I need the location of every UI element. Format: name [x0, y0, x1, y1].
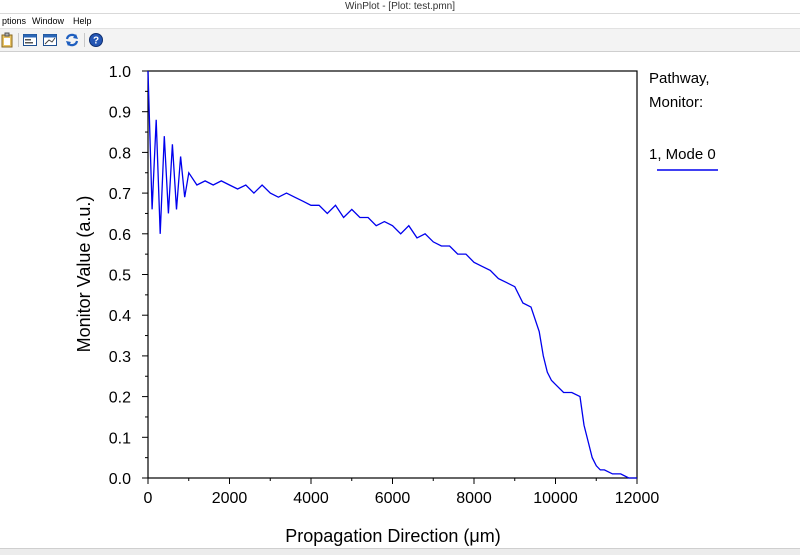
menu-bar: ptions Window Help — [0, 14, 800, 29]
legend-entry-label: 1, Mode 0 — [649, 146, 716, 163]
menu-item-window[interactable]: Window — [32, 16, 65, 26]
toolbar-separator — [84, 33, 85, 47]
x-axis-ticks: 0 2000 4000 6000 8000 10000 12000 — [144, 478, 660, 507]
x-tick-label: 8000 — [456, 490, 492, 507]
y-axis-ticks: 0.0 0.1 0.2 0.3 0.4 0.5 0.6 0.7 0.8 0.9 1.0 — [109, 64, 148, 488]
y-tick-label: 0.6 — [109, 227, 131, 244]
window-icon[interactable] — [22, 32, 38, 48]
series-line-1-mode-0 — [147, 70, 637, 479]
y-tick-label: 0.8 — [109, 145, 131, 162]
plot-area: 0.0 0.1 0.2 0.3 0.4 0.5 0.6 0.7 0.8 0.9 1.0 0 2000 4… — [74, 64, 718, 546]
help-icon[interactable]: ? — [88, 32, 104, 48]
svg-text:?: ? — [93, 36, 99, 47]
x-tick-label: 2000 — [212, 490, 248, 507]
y-axis-label: Monitor Value (a.u.) — [74, 196, 94, 353]
y-tick-label: 0.7 — [109, 186, 131, 203]
y-tick-label: 0.9 — [109, 105, 131, 122]
toolbar: ? — [0, 29, 800, 52]
x-tick-label: 12000 — [615, 490, 660, 507]
status-bar — [0, 548, 800, 555]
menu-item-options[interactable]: ptions — [2, 16, 27, 26]
menu-item-help[interactable]: Help — [73, 16, 92, 26]
x-tick-label: 0 — [144, 490, 153, 507]
y-tick-label: 0.0 — [109, 471, 131, 488]
x-tick-label: 10000 — [533, 490, 578, 507]
legend-heading-line2: Monitor: — [649, 94, 703, 111]
x-tick-label: 4000 — [293, 490, 329, 507]
clipboard-icon[interactable] — [0, 32, 16, 48]
plot-axes — [147, 70, 638, 479]
y-tick-label: 0.2 — [109, 390, 131, 407]
x-axis-label: Propagation Direction (μm) — [285, 526, 500, 546]
toolbar-separator — [18, 33, 19, 47]
x-tick-label: 6000 — [375, 490, 411, 507]
y-tick-label: 0.1 — [109, 430, 131, 447]
zoom-window-icon[interactable] — [42, 32, 58, 48]
legend-heading-line1: Pathway, — [649, 70, 710, 87]
y-tick-label: 0.5 — [109, 268, 131, 285]
title-bar: WinPlot - [Plot: test.pmn] — [0, 0, 800, 14]
refresh-icon[interactable] — [64, 32, 80, 48]
y-tick-label: 0.3 — [109, 349, 131, 366]
y-tick-label: 1.0 — [109, 64, 131, 81]
y-tick-label: 0.4 — [109, 308, 131, 325]
legend: Pathway, Monitor: 1, Mode 0 — [649, 70, 718, 171]
window-title: WinPlot - [Plot: test.pmn] — [344, 1, 456, 12]
plot-frame — [147, 70, 638, 479]
